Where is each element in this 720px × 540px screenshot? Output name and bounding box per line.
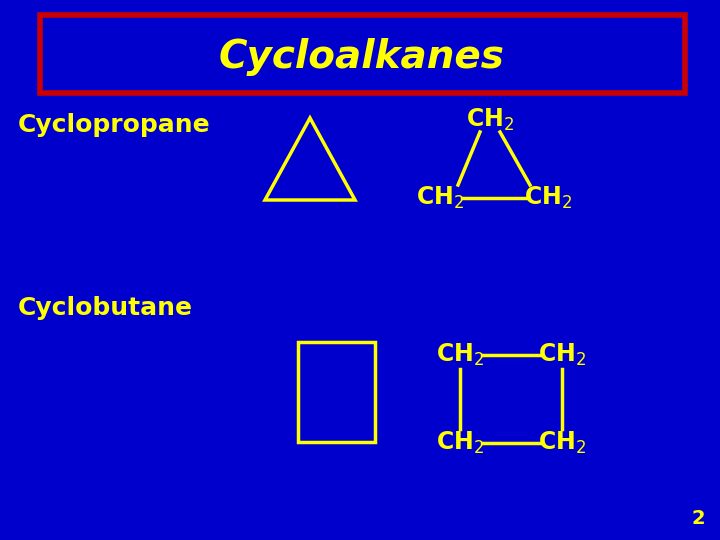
Polygon shape (265, 118, 355, 200)
Text: CH$_2$: CH$_2$ (416, 185, 464, 211)
Bar (298, 342, 375, 442)
Text: CH$_2$: CH$_2$ (538, 342, 586, 368)
Text: CH$_2$: CH$_2$ (436, 430, 484, 456)
Text: Cyclobutane: Cyclobutane (18, 296, 193, 320)
Text: Cyclopropane: Cyclopropane (18, 113, 211, 137)
Text: CH$_2$: CH$_2$ (466, 107, 514, 133)
Text: Cycloalkanes: Cycloalkanes (219, 38, 505, 76)
Text: CH$_2$: CH$_2$ (436, 342, 484, 368)
Text: CH$_2$: CH$_2$ (524, 185, 572, 211)
Text: CH$_2$: CH$_2$ (538, 430, 586, 456)
Text: 2: 2 (691, 509, 705, 528)
Bar (40, 15, 685, 93)
